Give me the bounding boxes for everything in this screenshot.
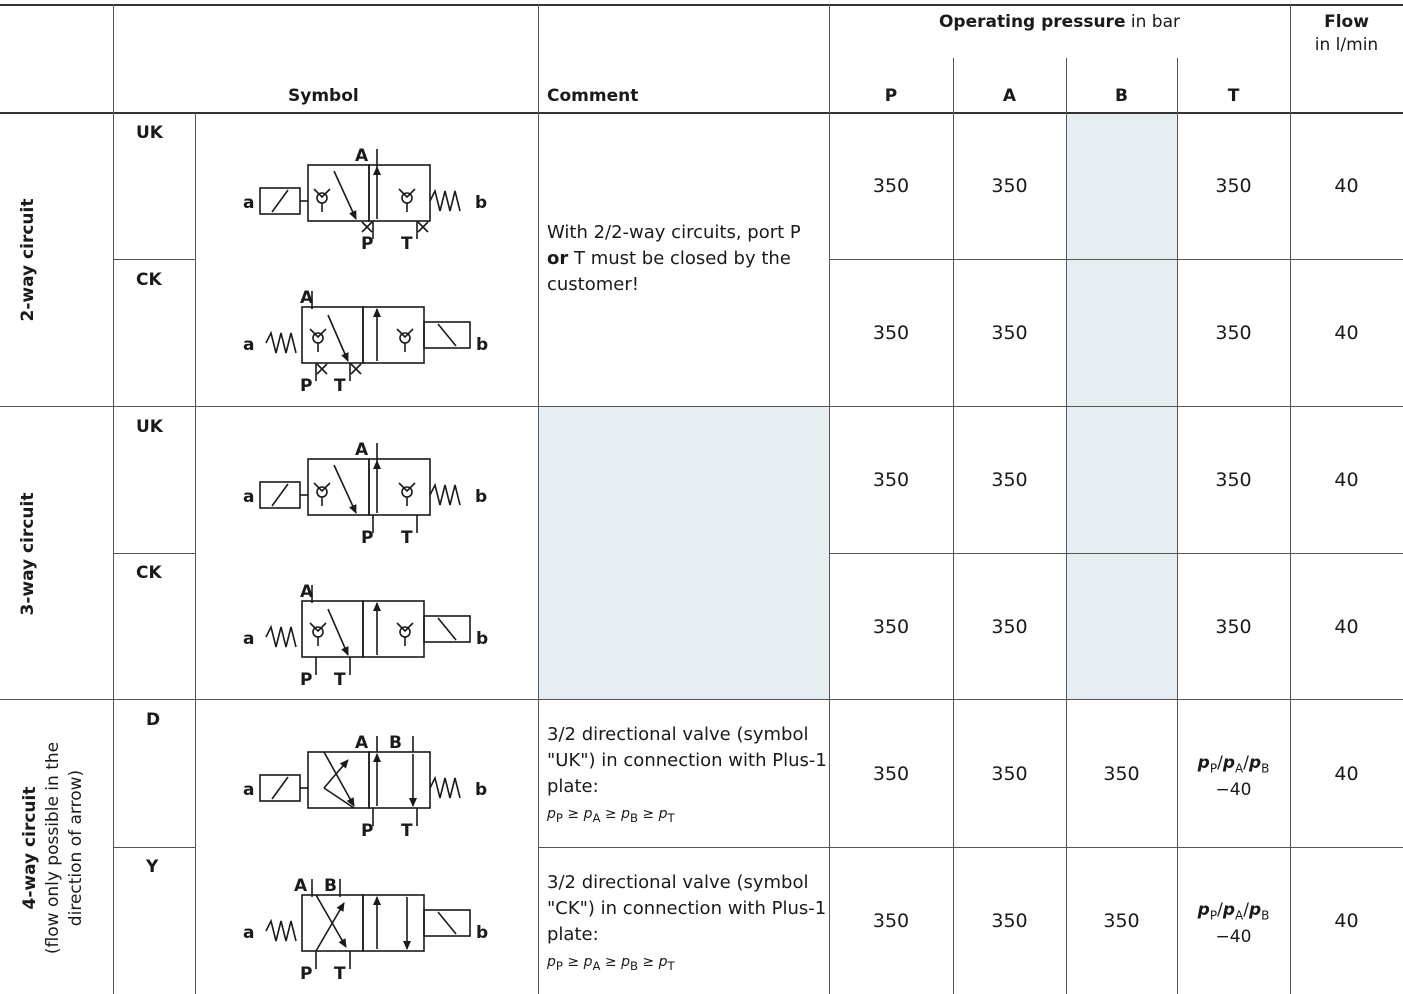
t-pressure-cell: pP/pA/pB −40 (1197, 753, 1270, 801)
label-P: P (300, 376, 312, 396)
label-a: a (243, 487, 254, 507)
p-value-cell: 350 (872, 469, 910, 491)
p-value-cell: 350 (872, 763, 910, 785)
flow-unit: in l/min (1314, 35, 1379, 55)
t-value-cell: 350 (1215, 616, 1252, 638)
label-b: b (475, 487, 487, 507)
label-T: T (401, 528, 413, 548)
label-P: P (300, 670, 312, 690)
row-code-uk-3way: UK (136, 417, 163, 437)
a-value-cell: 350 (991, 322, 1028, 344)
label-P: P (300, 964, 312, 984)
label-A: A (300, 582, 314, 602)
label-T: T (334, 670, 346, 690)
flow-header: Flow (1324, 12, 1369, 32)
row-code-ck-3way: CK (136, 563, 162, 583)
label-b: b (475, 193, 487, 213)
label-b: b (476, 923, 488, 943)
flow-value-cell: 40 (1334, 469, 1359, 491)
label-P: P (361, 528, 373, 548)
flow-value-cell: 40 (1334, 910, 1359, 932)
col-header-p: P (884, 86, 898, 106)
pressure-formula: pP ≥ pA ≥ pB ≥ pT (547, 806, 675, 825)
t-value-cell: 350 (1215, 175, 1252, 197)
col-header-a: A (1002, 86, 1017, 106)
label-A: A (355, 733, 369, 753)
label-a: a (243, 923, 254, 943)
p-value-cell: 350 (872, 616, 910, 638)
flow-value-cell: 40 (1334, 175, 1359, 197)
p-value-cell: 350 (872, 322, 910, 344)
label-B: B (389, 733, 402, 753)
label-b: b (476, 629, 488, 649)
t-value-cell: 350 (1215, 322, 1252, 344)
row-code-y: Y (146, 857, 159, 877)
label-T: T (401, 234, 413, 254)
p-value-cell: 350 (872, 175, 910, 197)
label-A: A (355, 146, 369, 166)
flow-value-cell: 40 (1334, 763, 1359, 785)
label-b: b (476, 335, 488, 355)
a-value-cell: 350 (991, 763, 1028, 785)
t-value-cell: 350 (1215, 469, 1252, 491)
a-value-cell: 350 (991, 469, 1028, 491)
row-code-ck-2way: CK (136, 270, 162, 290)
symbol-header: Symbol (288, 86, 359, 106)
label-T: T (334, 964, 346, 984)
a-value-cell: 350 (991, 910, 1028, 932)
label-P: P (361, 234, 373, 254)
col-header-b: B (1115, 86, 1128, 106)
label-B: B (324, 876, 337, 896)
comment-y: 3/2 directional valve (symbol "CK") in c… (547, 872, 827, 973)
label-a: a (243, 629, 254, 649)
comment-d: 3/2 directional valve (symbol "UK") in c… (547, 724, 827, 825)
label-P: P (361, 821, 373, 841)
col-header-t: T (1227, 86, 1240, 106)
comment-header: Comment (547, 86, 639, 106)
label-A: A (300, 288, 314, 308)
three-way-comment-shade (538, 407, 829, 699)
b-value-cell: 350 (1103, 910, 1140, 932)
label-A: A (355, 440, 369, 460)
row-code-uk-2way: UK (136, 123, 163, 143)
pressure-formula: pP ≥ pA ≥ pB ≥ pT (547, 954, 675, 973)
label-A: A (294, 876, 308, 896)
label-a: a (243, 335, 254, 355)
row-code-d: D (146, 710, 161, 730)
label-T: T (401, 821, 413, 841)
b-value-cell: 350 (1103, 763, 1140, 785)
label-a: a (243, 780, 254, 800)
flow-value-cell: 40 (1334, 616, 1359, 638)
label-T: T (334, 376, 346, 396)
a-value-cell: 350 (991, 175, 1028, 197)
label-a: a (243, 193, 254, 213)
t-pressure-cell: pP/pA/pB −40 (1197, 900, 1270, 948)
operating-pressure-header: Operating pressure in bar (938, 12, 1180, 32)
a-value-cell: 350 (991, 616, 1028, 638)
flow-value-cell: 40 (1334, 322, 1359, 344)
p-value-cell: 350 (872, 910, 910, 932)
label-b: b (475, 780, 487, 800)
